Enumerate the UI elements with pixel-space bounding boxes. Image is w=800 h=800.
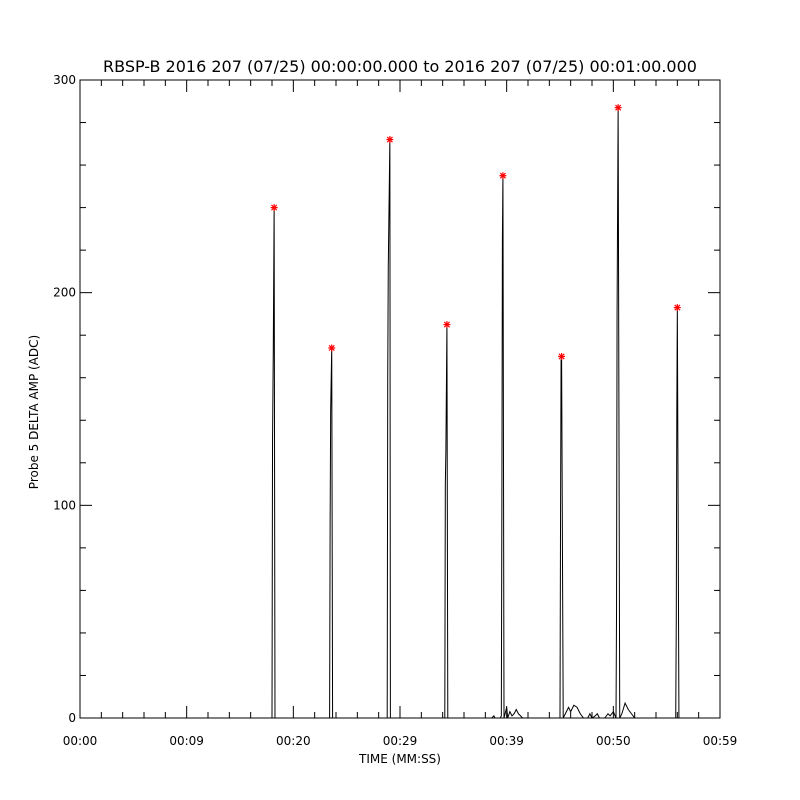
peak-marker-group	[270, 104, 681, 360]
chart-title: RBSP-B 2016 207 (07/25) 00:00:00.000 to …	[103, 57, 697, 76]
y-tick-label: 0	[68, 711, 76, 725]
x-tick-label: 00:59	[703, 734, 738, 748]
x-axis-label: TIME (MM:SS)	[358, 752, 441, 766]
x-tick-label: 00:39	[489, 734, 524, 748]
x-tick-label: 00:29	[383, 734, 418, 748]
series-line	[80, 107, 720, 719]
series-group	[80, 107, 720, 719]
y-axis-label: Probe 5 DELTA AMP (ADC)	[27, 335, 41, 489]
peak-marker	[386, 136, 394, 144]
peak-marker	[673, 304, 681, 312]
y-tick-label: 300	[53, 73, 76, 87]
peak-marker	[270, 204, 278, 212]
plot-frame	[79, 79, 721, 719]
peak-marker	[558, 352, 566, 360]
peak-marker	[328, 344, 336, 352]
peak-marker	[614, 104, 622, 112]
tick-group: 00:00 00:09 00:20 00:29 00:39 00:50 00:59 0 100 2…	[53, 73, 737, 748]
x-tick-label: 00:09	[169, 734, 204, 748]
peak-marker	[443, 321, 451, 329]
x-tick-label: 00:20	[276, 734, 311, 748]
x-tick-label: 00:50	[596, 734, 631, 748]
y-tick-label: 200	[53, 286, 76, 300]
x-tick-label: 00:00	[63, 734, 98, 748]
y-tick-label: 100	[53, 498, 76, 512]
peak-marker	[499, 172, 507, 180]
